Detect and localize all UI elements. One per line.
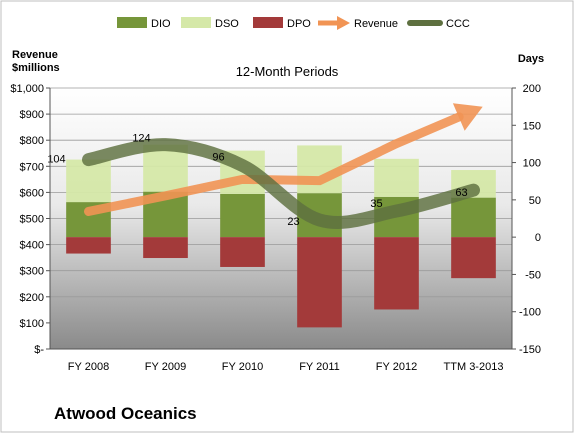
- revenue-arrowhead: [452, 103, 483, 131]
- left-tick-label: $100: [20, 318, 44, 330]
- x-tick-label: FY 2010: [222, 361, 263, 373]
- legend-label-revenue: Revenue: [354, 18, 398, 30]
- left-tick-label: $600: [20, 187, 44, 199]
- left-tick-label: $300: [20, 266, 44, 278]
- legend: DIO DSO DPO Revenue CCC: [117, 16, 470, 30]
- ccc-data-label: 63: [455, 187, 467, 199]
- legend-swatch-dso: [181, 17, 211, 28]
- left-tick-label: $400: [20, 240, 44, 252]
- left-axis-label-line2: $millions: [12, 62, 60, 74]
- revenue-line: [84, 112, 464, 216]
- right-tick-label: 150: [523, 120, 541, 132]
- bar-dpo: [297, 237, 342, 328]
- bar-dpo: [374, 237, 419, 310]
- left-tick-label: $900: [20, 109, 44, 121]
- left-tick-label: $1,000: [10, 83, 44, 95]
- bar-dio: [220, 193, 265, 238]
- axes: $- $100 $200 $300 $400 $500 $600 $700 $800 $900 $1…: [10, 83, 541, 373]
- left-tick-label: $-: [34, 344, 44, 356]
- ccc-data-label: 124: [132, 133, 150, 145]
- ccc-data-label: 104: [47, 154, 65, 166]
- bar-dpo: [66, 237, 111, 254]
- lines: 104 124 96 23 35 63: [47, 103, 483, 229]
- right-tick-label: -100: [519, 307, 541, 319]
- right-tick-label: -150: [519, 344, 541, 356]
- left-tick-label: $200: [20, 292, 44, 304]
- legend-swatch-dio: [117, 17, 147, 28]
- legend-label-dpo: DPO: [287, 18, 311, 30]
- legend-label-ccc: CCC: [446, 18, 470, 30]
- bars: [66, 144, 496, 328]
- right-tick-label: 50: [529, 195, 541, 207]
- ccc-line: [82, 138, 480, 229]
- x-tick-label: FY 2011: [299, 361, 340, 373]
- legend-label-dso: DSO: [215, 18, 239, 30]
- bar-dpo: [220, 237, 265, 267]
- bar-dpo: [451, 237, 496, 279]
- left-axis-label-line1: Revenue: [12, 49, 58, 61]
- legend-label-dio: DIO: [151, 18, 171, 30]
- x-tick-label: TTM 3-2013: [444, 361, 504, 373]
- bar-dio: [451, 197, 496, 238]
- left-tick-label: $800: [20, 135, 44, 147]
- left-tick-label: $700: [20, 161, 44, 173]
- chart-title: 12-Month Periods: [236, 64, 339, 79]
- x-tick-label: FY 2008: [68, 361, 109, 373]
- left-tick-label: $500: [20, 214, 44, 226]
- ccc-data-label: 96: [212, 152, 224, 164]
- bar-dpo: [143, 237, 188, 259]
- right-tick-label: 0: [535, 232, 541, 244]
- right-tick-label: 200: [523, 83, 541, 95]
- x-tick-label: FY 2012: [376, 361, 417, 373]
- right-axis-label: Days: [518, 53, 544, 65]
- x-tick-label: FY 2009: [145, 361, 186, 373]
- legend-swatch-dpo: [253, 17, 283, 28]
- bar-dso: [66, 159, 111, 203]
- right-tick-label: -50: [525, 269, 541, 281]
- ccc-data-label: 23: [287, 216, 299, 228]
- ccc-data-label: 35: [370, 198, 382, 210]
- bar-dso: [374, 158, 419, 197]
- legend-arrowhead-revenue: [337, 16, 350, 30]
- company-name: Atwood Oceanics: [54, 404, 197, 423]
- right-tick-label: 100: [523, 158, 541, 170]
